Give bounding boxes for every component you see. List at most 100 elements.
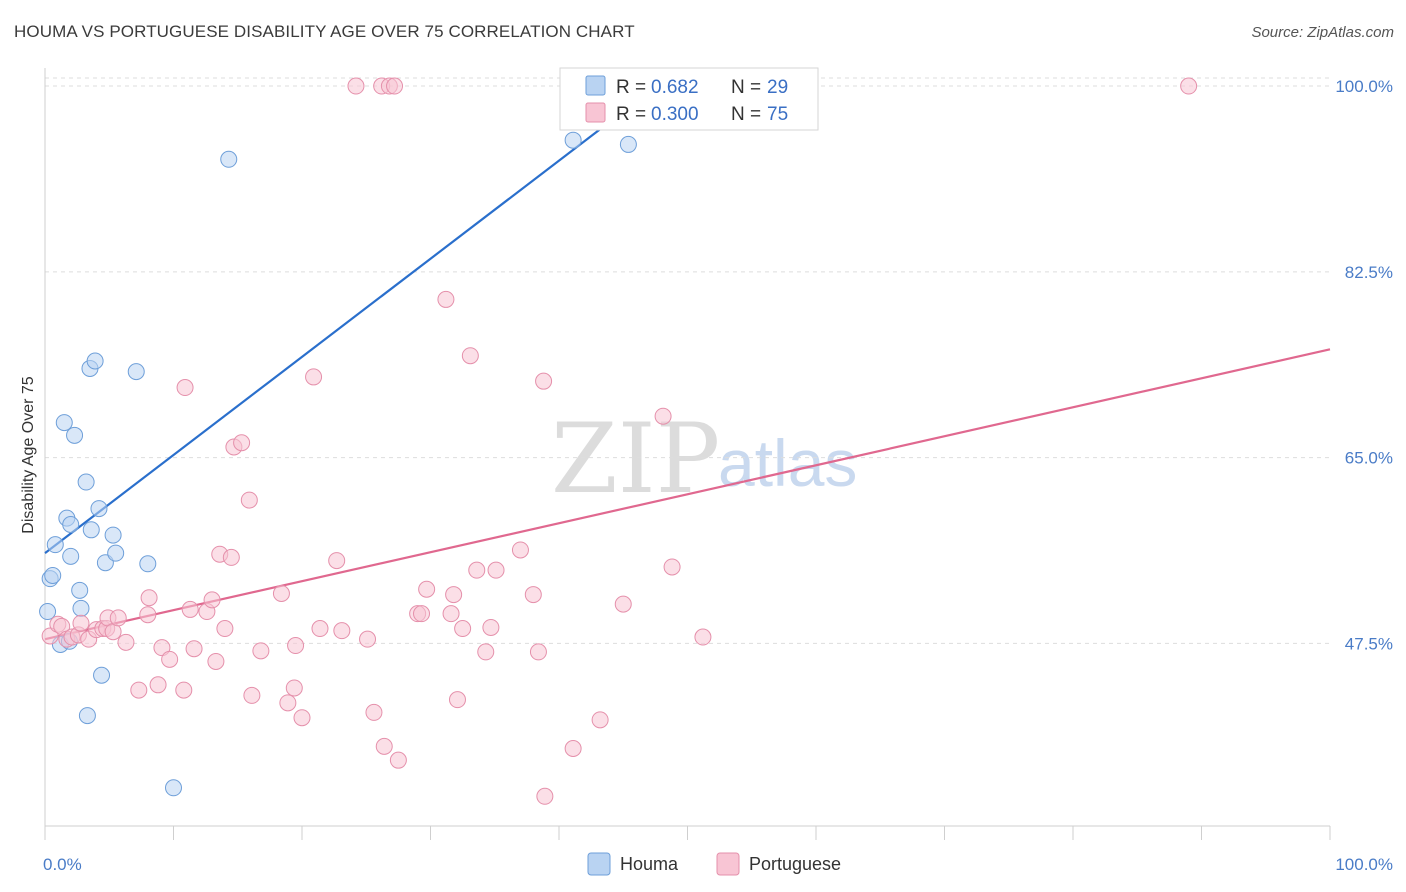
portuguese-point xyxy=(176,379,194,397)
houma-point xyxy=(139,555,157,573)
portuguese-point xyxy=(139,606,157,624)
portuguese-point xyxy=(216,620,234,638)
axes xyxy=(44,68,1331,840)
portuguese-point xyxy=(482,618,500,636)
portuguese-point xyxy=(614,595,632,613)
legend-swatch-portuguese xyxy=(585,102,606,123)
series-legend-label-portuguese: Portuguese xyxy=(749,854,841,874)
portuguese-point xyxy=(130,681,148,699)
houma-point xyxy=(93,666,111,684)
portuguese-point xyxy=(413,605,431,623)
chart-title: HOUMA VS PORTUGUESE DISABILITY AGE OVER … xyxy=(14,22,635,41)
houma-point xyxy=(77,473,95,491)
portuguese-point xyxy=(333,622,351,640)
portuguese-point xyxy=(1180,77,1198,95)
portuguese-point xyxy=(564,740,582,758)
legend-houma-n-value: 29 xyxy=(767,77,788,98)
houma-point xyxy=(220,150,238,168)
legend-portuguese-r-label: R = xyxy=(616,104,651,125)
portuguese-point xyxy=(365,703,383,721)
portuguese-point xyxy=(442,605,460,623)
data-points xyxy=(39,77,1198,805)
source-credit: Source: ZipAtlas.com xyxy=(1251,24,1394,41)
houma-point xyxy=(39,603,57,621)
portuguese-point xyxy=(161,650,179,668)
portuguese-point xyxy=(41,627,59,645)
correlation-legend: R = 0.682 N = 29 R = 0.300 N = 75 xyxy=(559,67,819,131)
portuguese-point xyxy=(591,711,609,729)
watermark-zip: ZIP xyxy=(551,403,720,515)
legend-houma-n-label: N = xyxy=(731,77,766,98)
portuguese-point xyxy=(663,558,681,576)
y-tick-label: 82.5% xyxy=(1345,263,1393,282)
houma-point xyxy=(62,547,80,565)
y-tick-label: 65.0% xyxy=(1345,449,1393,468)
x-tick-label-min: 0.0% xyxy=(43,855,82,874)
portuguese-point xyxy=(536,787,554,805)
portuguese-point xyxy=(487,561,505,579)
houma-point xyxy=(72,599,90,617)
portuguese-point xyxy=(524,586,542,604)
portuguese-point xyxy=(654,407,672,425)
y-tick-labels: 47.5% 65.0% 82.5% 100.0% xyxy=(1335,77,1393,653)
portuguese-point xyxy=(461,347,479,365)
series-legend-swatch-portuguese xyxy=(716,852,740,876)
houma-point xyxy=(107,544,125,562)
portuguese-point xyxy=(203,591,221,609)
houma-point xyxy=(90,500,108,518)
portuguese-point xyxy=(285,679,303,697)
portuguese-point xyxy=(109,609,127,627)
houma-point xyxy=(66,426,84,444)
portuguese-point xyxy=(535,372,553,390)
houma-point xyxy=(564,131,582,149)
portuguese-point xyxy=(252,642,270,660)
portuguese-point xyxy=(328,552,346,570)
series-legend-swatch-houma xyxy=(587,852,611,876)
portuguese-point xyxy=(386,77,404,95)
portuguese-point xyxy=(279,694,297,712)
portuguese-point xyxy=(477,643,495,661)
houma-point xyxy=(44,566,62,584)
portuguese-point xyxy=(311,620,329,638)
portuguese-point xyxy=(175,681,193,699)
portuguese-point xyxy=(437,290,455,308)
legend-portuguese-r-value: 0.300 xyxy=(651,104,699,125)
houma-point xyxy=(46,536,64,554)
houma-point xyxy=(104,526,122,544)
trend-lines xyxy=(44,85,1331,641)
portuguese-point xyxy=(293,709,311,727)
legend-swatch-houma xyxy=(585,75,606,96)
portuguese-point xyxy=(445,586,463,604)
legend-portuguese-n-label: N = xyxy=(731,104,766,125)
y-tick-label: 47.5% xyxy=(1345,634,1393,653)
portuguese-point xyxy=(72,614,90,632)
houma-point xyxy=(62,515,80,533)
portuguese-point xyxy=(207,652,225,670)
portuguese-point xyxy=(287,637,305,655)
watermark: ZIP atlas xyxy=(551,403,857,515)
portuguese-point xyxy=(181,600,199,618)
portuguese-trend-line xyxy=(44,348,1331,641)
legend-portuguese-n-value: 75 xyxy=(767,104,788,125)
legend-houma-r-label: R = xyxy=(616,77,651,98)
portuguese-point xyxy=(694,628,712,646)
houma-trend-line xyxy=(44,85,658,555)
portuguese-point xyxy=(305,368,323,386)
portuguese-point xyxy=(149,676,167,694)
portuguese-point xyxy=(240,491,258,509)
portuguese-point xyxy=(448,691,466,709)
portuguese-point xyxy=(359,630,377,648)
houma-point xyxy=(619,135,637,153)
portuguese-point xyxy=(233,434,251,452)
series-legend: Houma Portuguese xyxy=(587,852,841,876)
portuguese-point xyxy=(347,77,365,95)
houma-point xyxy=(82,521,100,539)
houma-point xyxy=(127,363,145,381)
y-axis-title: Disability Age Over 75 xyxy=(20,376,37,534)
houma-point xyxy=(55,414,73,432)
portuguese-point xyxy=(468,561,486,579)
portuguese-point xyxy=(185,640,203,658)
portuguese-point xyxy=(222,548,240,566)
houma-point xyxy=(165,779,182,797)
